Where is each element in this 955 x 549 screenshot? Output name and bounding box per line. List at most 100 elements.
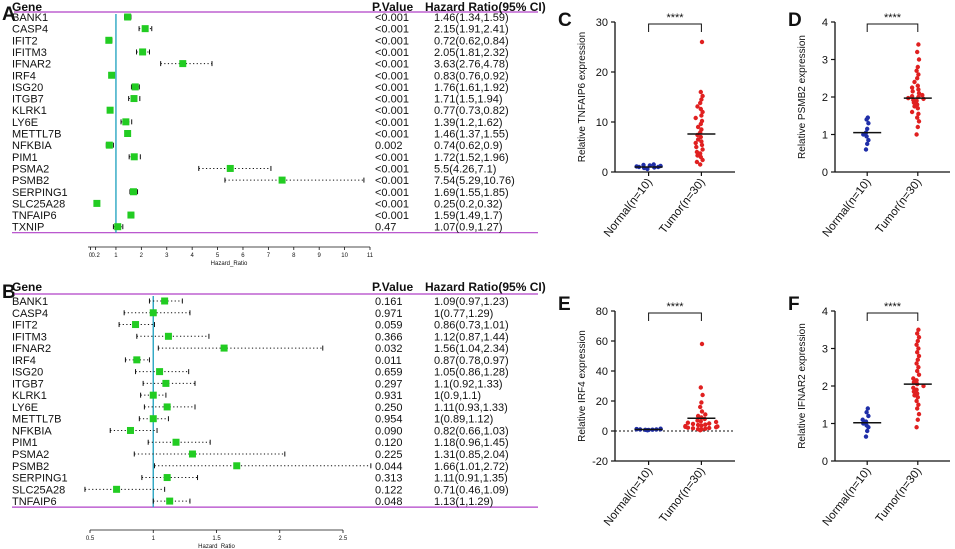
data-point bbox=[863, 434, 869, 439]
y-tick-label: 0 bbox=[602, 167, 608, 179]
hr-marker bbox=[106, 106, 114, 114]
y-tick-label: 20 bbox=[596, 67, 608, 79]
data-point bbox=[916, 402, 921, 407]
pvalue-text: 0.048 bbox=[375, 496, 403, 508]
significance-label: **** bbox=[666, 301, 684, 313]
data-point bbox=[864, 423, 869, 428]
x-tick-label: 3 bbox=[165, 253, 169, 259]
y-tick-label: 60 bbox=[596, 336, 608, 348]
gene-column-header: Gene bbox=[12, 0, 42, 14]
data-point bbox=[683, 423, 688, 429]
x-tick-label: 2 bbox=[278, 536, 282, 542]
pvalue-text: <0.001 bbox=[375, 12, 409, 24]
y-tick-label: 2 bbox=[822, 92, 828, 104]
gene-label: IRF4 bbox=[12, 70, 36, 82]
x-tick-label: 6 bbox=[241, 253, 245, 259]
hr-text: 1.09(0.97,1.23) bbox=[434, 296, 509, 308]
dotplot-panel-D: D 0 1 2 3 4 Relative PSMB2 expression Normal(n=… bbox=[788, 10, 950, 240]
pvalue-text: 0.032 bbox=[375, 343, 403, 355]
data-point bbox=[700, 93, 705, 99]
hr-text: 0.77(0.73,0.82) bbox=[434, 105, 509, 117]
data-point bbox=[916, 372, 922, 377]
y-axis-label: Relative IRF4 expression bbox=[577, 330, 588, 442]
data-point bbox=[914, 387, 919, 392]
pvalue-text: <0.001 bbox=[375, 59, 409, 71]
data-point bbox=[915, 115, 920, 120]
data-point bbox=[916, 335, 922, 340]
data-point bbox=[715, 424, 720, 429]
hr-text: 1.31(0.85,2.04) bbox=[434, 449, 509, 461]
data-point bbox=[699, 341, 705, 347]
data-point bbox=[915, 357, 920, 362]
data-point bbox=[920, 92, 925, 98]
gene-label: IFITM3 bbox=[12, 331, 47, 343]
hr-marker bbox=[131, 83, 139, 91]
pvalue-text: <0.001 bbox=[375, 198, 409, 210]
pvalue-text: 0.366 bbox=[375, 331, 403, 343]
y-tick-label: 1 bbox=[822, 419, 828, 431]
pvalue-text: 0.044 bbox=[375, 461, 403, 473]
data-point bbox=[915, 395, 920, 400]
hr-text: 2.05(1.81,2.32) bbox=[434, 47, 509, 59]
pvalue-text: 0.931 bbox=[375, 390, 403, 402]
gene-label: TXNIP bbox=[12, 222, 44, 234]
data-point bbox=[916, 42, 921, 47]
gene-label: METTL7B bbox=[12, 129, 62, 141]
gene-label: PSMB2 bbox=[12, 175, 49, 187]
hr-text: 1(0.9,1.1) bbox=[434, 390, 481, 402]
data-point bbox=[693, 140, 698, 146]
x-tick-label: 0.2 bbox=[91, 253, 100, 259]
data-point bbox=[915, 106, 920, 111]
hr-text: 1.72(1.52,1.96) bbox=[434, 152, 509, 164]
x-tick-label: 2 bbox=[140, 253, 144, 259]
data-point bbox=[915, 368, 920, 374]
pvalue-text: 0.120 bbox=[375, 437, 403, 449]
dotplot-panel-C: C 0 10 20 30 Relative TNFAIP6 expression Norma… bbox=[558, 10, 735, 240]
data-point bbox=[863, 147, 869, 152]
x-tick-label: 1 bbox=[152, 536, 156, 542]
hr-marker bbox=[139, 48, 147, 56]
x-tick-label: 7 bbox=[267, 253, 271, 259]
pvalue-text: 0.250 bbox=[375, 402, 403, 414]
x-tick-label: 0 bbox=[89, 253, 93, 259]
data-point bbox=[698, 385, 703, 390]
data-point bbox=[651, 162, 656, 167]
data-point bbox=[916, 87, 921, 92]
pvalue-text: <0.001 bbox=[375, 35, 409, 47]
hr-text: 0.25(0.2,0.32) bbox=[434, 198, 503, 210]
pvalue-text: <0.001 bbox=[375, 163, 409, 175]
hr-column-header: Hazard Ratio(95% CI) bbox=[425, 0, 546, 14]
hr-text: 1.13(1,1.29) bbox=[434, 496, 493, 508]
hr-marker bbox=[166, 497, 174, 505]
pvalue-text: <0.001 bbox=[375, 187, 409, 199]
data-point bbox=[916, 72, 921, 77]
hr-marker bbox=[179, 60, 187, 68]
hr-marker bbox=[124, 130, 132, 137]
data-point bbox=[693, 115, 698, 121]
category-label: Tumor(n=30) bbox=[874, 465, 924, 525]
hr-text: 1.56(1.04,2.34) bbox=[434, 343, 509, 355]
y-tick-label: 0 bbox=[602, 426, 608, 438]
panel-label: E bbox=[558, 294, 571, 315]
data-point bbox=[916, 111, 921, 117]
hr-text: 1.12(0.87,1.44) bbox=[434, 331, 509, 343]
hr-marker bbox=[149, 391, 157, 399]
data-point bbox=[698, 134, 703, 140]
pvalue-text: 0.122 bbox=[375, 484, 403, 496]
data-point bbox=[909, 109, 915, 115]
hr-text: 1.05(0.86,1.28) bbox=[434, 367, 509, 379]
hr-text: 1.69(1.55,1.85) bbox=[434, 187, 509, 199]
x-tick-label: 0.5 bbox=[86, 536, 95, 542]
hr-marker bbox=[161, 297, 169, 305]
hr-marker bbox=[113, 485, 121, 493]
gene-label: PSMB2 bbox=[12, 461, 49, 473]
pvalue-text: 0.225 bbox=[375, 449, 403, 461]
data-point bbox=[915, 64, 920, 70]
data-point bbox=[864, 410, 869, 415]
category-label: Tumor(n=30) bbox=[657, 465, 707, 525]
data-point bbox=[707, 421, 712, 426]
category-label: Normal(n=10) bbox=[602, 176, 655, 239]
data-point bbox=[911, 376, 916, 381]
hr-marker bbox=[226, 164, 234, 172]
pvalue-text: <0.001 bbox=[375, 210, 409, 222]
